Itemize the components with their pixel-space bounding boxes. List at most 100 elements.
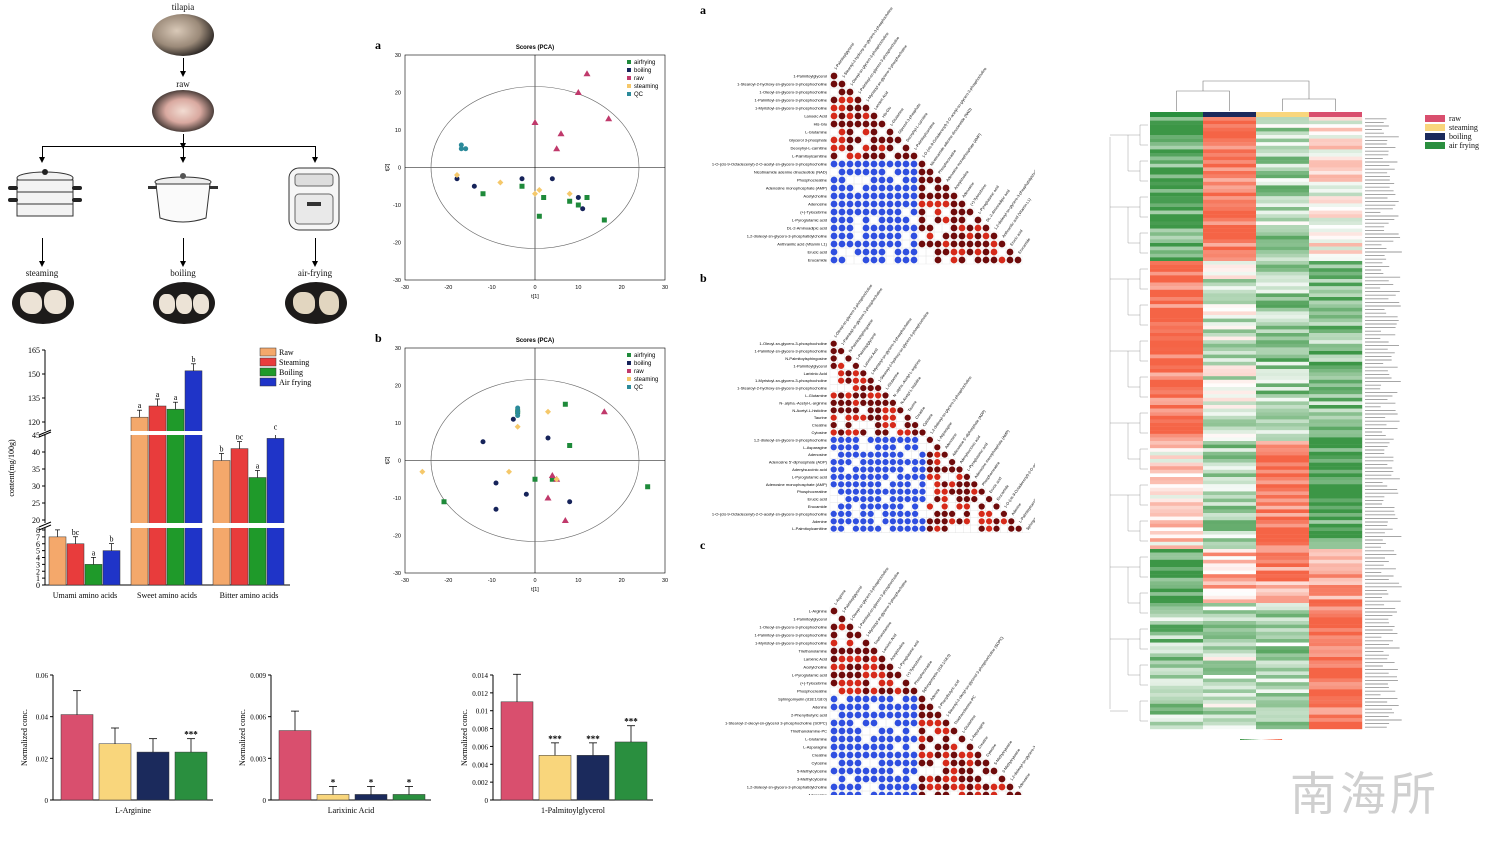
heatmap-cell — [1309, 235, 1363, 240]
x-category-label: Larixinic Acid — [328, 806, 374, 815]
corr-dot — [934, 727, 942, 735]
heatmap-cell — [1256, 617, 1310, 622]
heatmap-cell — [1203, 484, 1257, 488]
corr-dot — [852, 377, 860, 384]
heatmap-cell — [1309, 473, 1363, 478]
heatmap-cell — [1256, 300, 1310, 305]
heatmap-cell — [1309, 635, 1363, 640]
heatmap-cell — [1256, 624, 1310, 629]
heatmap-cell — [1256, 509, 1310, 514]
heatmap-cell — [1309, 358, 1363, 362]
heatmap-cell — [1203, 304, 1257, 308]
heatmap-cell — [1256, 592, 1310, 596]
row-label: Anthranilic acid (Vitamin L1) — [777, 242, 827, 247]
legend-item: raw — [1425, 114, 1479, 123]
heatmap-cell — [1309, 516, 1363, 521]
heatmap-cell — [1256, 217, 1310, 222]
heatmap-cell — [1309, 642, 1363, 647]
corr-cell — [852, 532, 860, 533]
bar — [230, 448, 249, 586]
corr-dot — [902, 719, 910, 727]
pca-point — [601, 217, 607, 223]
corr-dot — [878, 120, 886, 128]
corr-cell — [829, 384, 838, 392]
corr-dot — [838, 256, 846, 264]
heatmap-cell — [1203, 149, 1257, 154]
corr-dot — [963, 488, 971, 495]
legend-label: airfrying — [634, 60, 655, 66]
x-tick-label: -30 — [401, 578, 409, 584]
corr-dot — [854, 751, 862, 759]
heatmap-cell — [1256, 433, 1310, 438]
corr-dot — [830, 392, 837, 399]
pca-point — [575, 202, 581, 208]
corr-dot — [897, 510, 904, 518]
corr-dot — [882, 429, 889, 436]
heatmap-cell — [1150, 340, 1204, 344]
corr-cell — [941, 255, 951, 265]
corr-dot — [846, 208, 854, 216]
corr-dot — [1014, 256, 1022, 264]
corr-dot — [985, 525, 993, 532]
heatmap-cell — [1256, 160, 1310, 164]
heatmap-cell — [1309, 415, 1363, 420]
column-label: Adenosine — [944, 433, 958, 450]
heatmap-cell — [1203, 606, 1257, 611]
heatmap-cell — [1309, 667, 1363, 672]
legend-label: boiling — [634, 68, 651, 74]
heatmap-cell — [1203, 235, 1257, 240]
heatmap-cell — [1203, 433, 1257, 438]
row-label: Acetylcholine — [803, 665, 827, 670]
corr-dot — [966, 751, 974, 759]
column-label: His-Glu — [882, 106, 893, 119]
column-label: Taurine — [907, 400, 917, 412]
heatmap-cell — [1256, 340, 1310, 344]
heatmap-cell — [1256, 487, 1310, 492]
corr-cell — [925, 247, 935, 257]
heatmap-cell — [1203, 624, 1257, 629]
corr-dot — [966, 240, 974, 248]
heatmap-cell — [1309, 678, 1363, 683]
heatmap-cell — [1150, 646, 1204, 650]
corr-dot — [846, 200, 854, 208]
column-label: 1-O-(cis-9-Octadecenyl)-2-O-acetyl-sn-gl… — [922, 67, 988, 159]
heatmap-cell — [1256, 689, 1310, 694]
corr-dot — [854, 767, 862, 775]
corr-dot — [862, 639, 870, 647]
corr-dot — [934, 743, 942, 751]
corr-dot — [846, 240, 854, 248]
y-tick-label: 0 — [398, 166, 401, 172]
heatmap-cell — [1203, 603, 1257, 607]
corr-cell — [965, 215, 975, 225]
column-group-bar — [1203, 112, 1256, 117]
corr-cell — [955, 532, 964, 533]
corr-dot — [870, 168, 878, 176]
pca-scores-plot-b: b Scores (PCA)-30 -20 -10 0 10 20 303020100-10-… — [375, 331, 668, 593]
corr-cell — [829, 758, 839, 768]
corr-dot — [894, 791, 902, 795]
heatmap-cell — [1309, 693, 1363, 697]
corr-cell — [852, 502, 860, 511]
heatmap-cell — [1309, 149, 1363, 154]
corr-dot — [911, 466, 919, 473]
corr-dot — [911, 503, 919, 510]
heatmap-cell — [1203, 559, 1257, 564]
heatmap-cell — [1203, 246, 1257, 251]
corr-dot — [830, 607, 838, 615]
heatmap-cell — [1309, 253, 1363, 258]
heatmap-cell — [1150, 336, 1204, 341]
corr-cell — [989, 790, 999, 795]
row-label: Adenine — [812, 519, 827, 524]
heatmap-cell — [1203, 333, 1257, 337]
heatmap-cell — [1203, 167, 1257, 172]
corr-dot — [830, 355, 837, 362]
corr-cell — [911, 450, 919, 459]
heatmap-cell — [1309, 343, 1363, 348]
heatmap-cell — [1309, 628, 1363, 632]
heatmap-cell — [1203, 196, 1257, 200]
heatmap-cell — [1150, 365, 1204, 370]
heatmap-cell — [1256, 606, 1310, 611]
corr-dot — [926, 503, 934, 510]
corr-dot — [942, 735, 950, 743]
corr-dot — [889, 421, 897, 429]
